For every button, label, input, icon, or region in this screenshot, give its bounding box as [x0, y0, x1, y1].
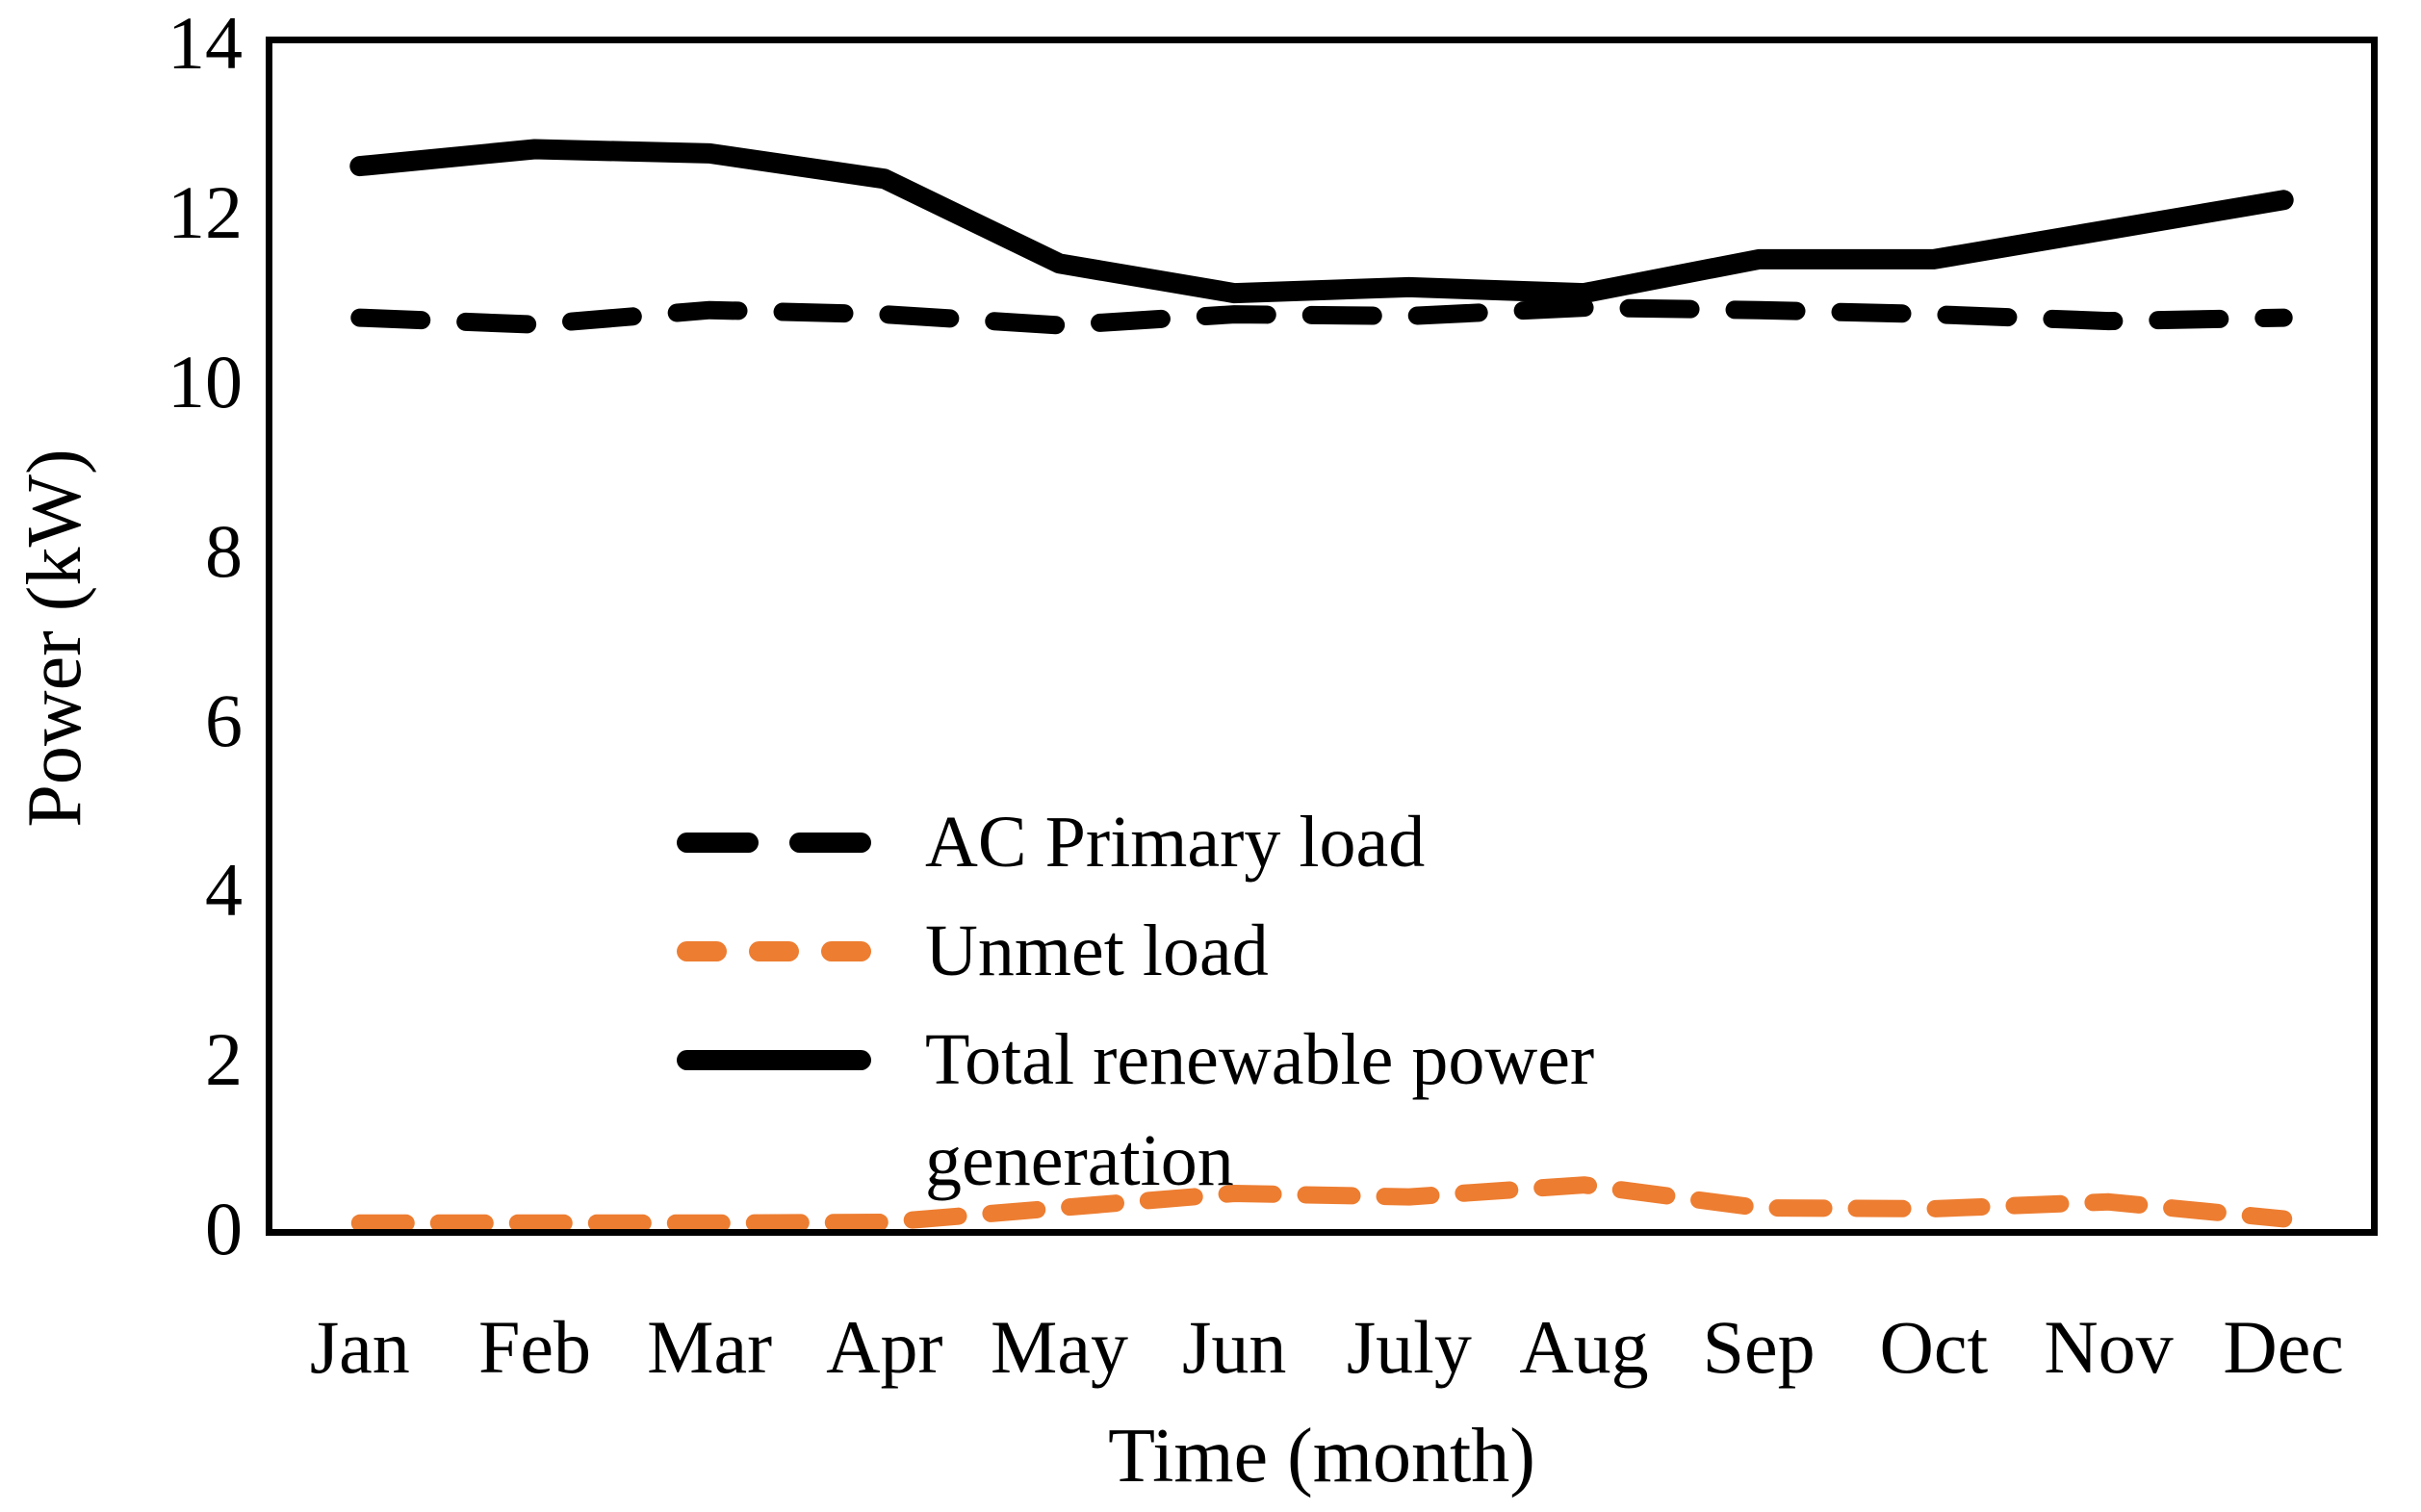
y-tick-label: 4	[205, 848, 243, 932]
unmet-dashed-line-icon	[677, 941, 871, 961]
x-tick-label: Mar	[647, 1305, 773, 1389]
y-tick-label: 0	[205, 1187, 243, 1270]
x-axis-title: Time (month)	[1108, 1414, 1535, 1499]
x-tick-label: Jun	[1181, 1305, 1287, 1389]
y-tick-label: 12	[167, 170, 243, 254]
legend-label-unmet: Unmet load	[925, 910, 1269, 991]
x-tick-label: July	[1346, 1305, 1472, 1389]
legend-label-ac-primary: AC Primary load	[925, 802, 1426, 883]
x-tick-label: Apr	[826, 1305, 943, 1389]
y-tick-label: 8	[205, 509, 243, 593]
series-lines	[349, 139, 2294, 1229]
ac-primary-dashed-line-icon	[677, 833, 871, 853]
y-tick-label: 2	[205, 1017, 243, 1101]
x-tick-label: Dec	[2223, 1305, 2344, 1389]
plot-area: AC Primary load Unmet load Total renewab…	[266, 37, 2378, 1236]
series-line-unmet-load	[350, 1176, 2293, 1229]
y-tick-label: 14	[167, 1, 243, 85]
x-tick-label: Aug	[1519, 1305, 1649, 1389]
legend-row-renewable: Total renewable power generation	[677, 1010, 1594, 1212]
x-tick-label: Oct	[1879, 1305, 1989, 1389]
x-tick-label: Jan	[309, 1305, 410, 1389]
legend-row-ac-primary: AC Primary load	[677, 792, 1594, 893]
legend-label-renewable: Total renewable power generation	[925, 1019, 1595, 1201]
series-line-ac-primary-load	[350, 298, 2293, 335]
x-tick-label: Feb	[478, 1305, 591, 1389]
x-tick-label: Sep	[1702, 1305, 1816, 1389]
y-tick-label: 10	[167, 340, 243, 423]
y-tick-label: 6	[205, 679, 243, 762]
x-tick-label: Nov	[2044, 1305, 2174, 1389]
y-axis-title: Power (kW)	[13, 448, 97, 828]
renewable-solid-line-icon	[677, 1050, 871, 1070]
x-tick-label: May	[991, 1305, 1128, 1389]
series-line-total-renewable-power-generation	[349, 139, 2294, 304]
legend-row-unmet: Unmet load	[677, 901, 1594, 1002]
legend: AC Primary load Unmet load Total renewab…	[677, 792, 1594, 1219]
